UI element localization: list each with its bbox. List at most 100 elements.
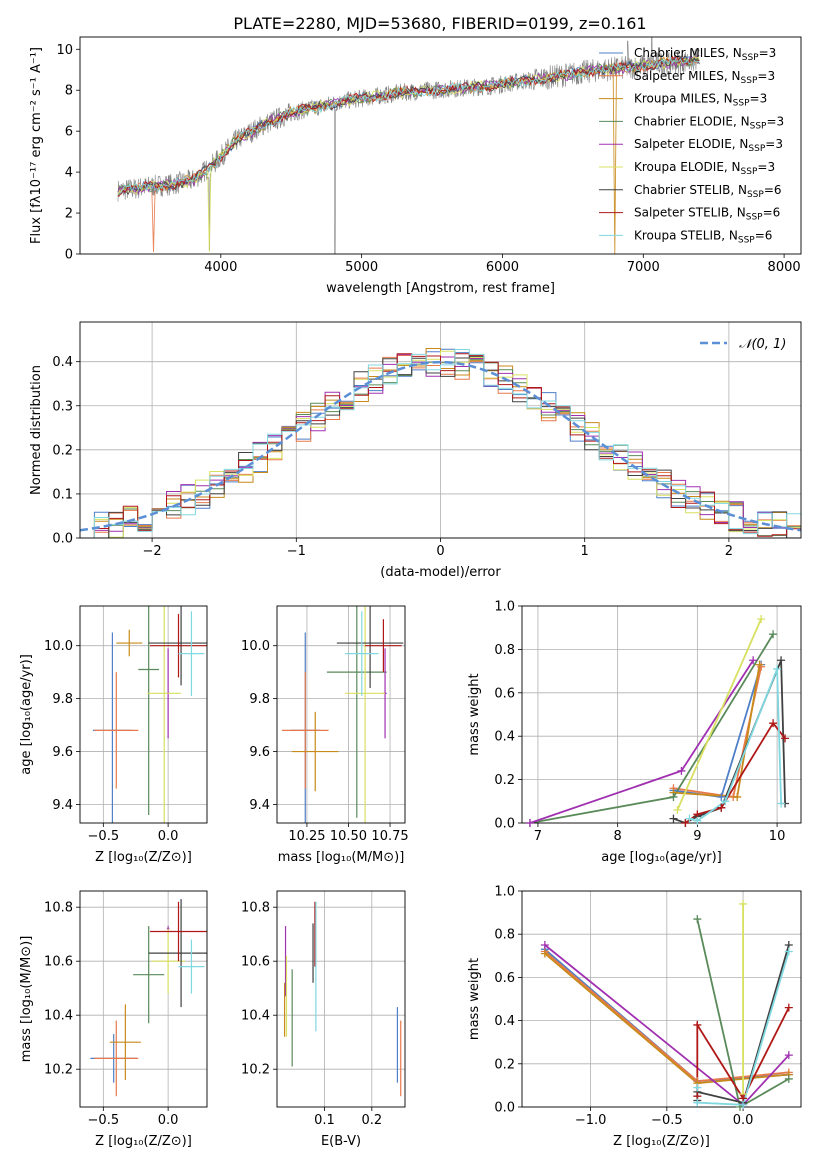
weight-marker — [784, 1003, 793, 1012]
grid — [80, 606, 207, 823]
weight-marker — [777, 656, 786, 665]
y-tick-label: 0.0 — [494, 1101, 515, 1116]
y-axis-label: mass [log₁₀(M/M⊙)] — [19, 936, 34, 1063]
x-axis-label: E(B-V) — [321, 1134, 361, 1149]
y-tick-label: 9.6 — [249, 745, 270, 760]
x-tick-label: −0.5 — [88, 1113, 120, 1128]
age-vs-metallicity-panel: −0.5 0.0 9.4 9.6 9.8 10.0 Z [log₁₀(Z/Z⊙)] age [… — [19, 605, 208, 865]
legend-value: =3 — [765, 137, 783, 151]
x-tick-label: 0.1 — [314, 1113, 335, 1128]
plot-area — [80, 348, 801, 538]
mass-vs-metallicity-panel: −0.5 0.0 10.2 10.4 10.6 10.8 Z [log₁₀(Z/Z⊙)] ma… — [19, 890, 208, 1149]
x-tick-label: 5000 — [345, 260, 378, 275]
y-tick-label: 0.4 — [494, 730, 515, 745]
y-tick-label: 9.8 — [52, 692, 73, 707]
legend-value: =6 — [763, 206, 781, 220]
residual-histogram — [80, 350, 801, 538]
y-tick-label: 10.6 — [44, 955, 73, 970]
weight-marker — [693, 1083, 702, 1092]
legend-subscript: SSP — [741, 167, 758, 177]
y-axis-label: Normed distribution — [29, 365, 44, 495]
legend-value: =6 — [764, 183, 782, 197]
weight-marker — [669, 792, 678, 801]
residuals-panel: −2 −1 0 1 2 0.0 0.1 0.2 0.3 0.4 (data-model)/error… — [29, 321, 802, 580]
weight-marker — [525, 819, 534, 827]
model-spectrum-line — [117, 56, 700, 254]
legend-label: 𝒩(0, 1) — [739, 337, 786, 352]
plot-area — [283, 901, 402, 1097]
y-tick-label: 10.8 — [44, 901, 73, 916]
x-tick-label: 0.0 — [158, 829, 179, 844]
y-tick-label: 6 — [65, 125, 73, 140]
legend-subscript: SSP — [746, 213, 763, 223]
weight-marker — [540, 941, 549, 949]
weight-marker — [681, 819, 690, 827]
weight-marker — [739, 899, 748, 908]
x-axis-label: (data-model)/error — [380, 565, 501, 580]
y-tick-label: 1.0 — [494, 600, 515, 615]
y-axis-label: mass weight — [467, 958, 482, 1040]
weight-marker — [777, 799, 786, 808]
legend-subscript: SSP — [742, 53, 759, 63]
y-tick-label: 10 — [56, 43, 73, 58]
x-tick-label: 0.2 — [361, 1113, 382, 1128]
mass-vs-extinction-panel: 0.1 0.2 10.2 10.4 10.6 10.8 E(B-V) — [241, 890, 406, 1149]
legend-value: =6 — [755, 228, 773, 242]
axes-frame — [79, 605, 208, 824]
x-tick-label: −0.5 — [651, 1113, 683, 1128]
x-tick-label: 2 — [725, 544, 733, 559]
legend-label: Kroupa STELIB, NSSP=6 — [634, 228, 772, 245]
x-tick-label: 7 — [534, 829, 542, 844]
weight-line — [689, 668, 782, 822]
weight-marker — [739, 1100, 748, 1109]
x-tick-label: 1 — [581, 544, 589, 559]
legend-value: =3 — [750, 92, 768, 106]
legend-value: =3 — [757, 160, 775, 174]
weight-marker — [784, 1074, 793, 1083]
axes-frame — [79, 890, 208, 1108]
x-tick-label: 0 — [436, 544, 444, 559]
weight-marker — [540, 949, 549, 958]
legend-value: =3 — [759, 46, 777, 60]
y-tick-label: 0.1 — [52, 487, 73, 502]
y-tick-label: 0.2 — [52, 443, 73, 458]
legend-label: Kroupa MILES, NSSP=3 — [634, 92, 767, 109]
x-tick-label: 10.50 — [330, 829, 367, 844]
residuals-legend: 𝒩(0, 1) — [700, 337, 786, 352]
y-tick-label: 0.8 — [494, 928, 515, 943]
weight-marker — [757, 615, 766, 624]
spectrum-panel: 4000 5000 6000 7000 8000 0 2 4 6 8 10 wavelength [A… — [29, 36, 802, 296]
x-tick-label: 0.0 — [733, 1113, 754, 1128]
weight-vs-metallicity-panel: −1.0 −0.5 0.0 0.0 0.2 0.4 0.6 0.8 1.0 Z [log₁₀(Z/… — [467, 885, 802, 1149]
legend-subscript: SSP — [750, 121, 767, 131]
y-tick-label: 10.4 — [241, 1009, 270, 1024]
weight-line — [673, 659, 786, 823]
y-tick-label: 0.3 — [52, 399, 73, 414]
weight-line — [676, 618, 762, 811]
weight-marker — [717, 803, 726, 812]
y-axis-label: mass weight — [467, 673, 482, 755]
x-tick-label: −1 — [287, 544, 306, 559]
weight-marker — [717, 792, 726, 801]
weight-line — [696, 918, 790, 1107]
plot-area — [92, 606, 207, 823]
y-tick-label: 0.4 — [494, 1014, 515, 1029]
x-tick-label: 10.25 — [288, 829, 325, 844]
weight-marker — [685, 814, 694, 823]
y-tick-label: 10.6 — [241, 955, 270, 970]
legend-label: Chabrier STELIB, NSSP=6 — [634, 183, 782, 200]
legend-label: Salpeter ELODIE, NSSP=3 — [634, 137, 783, 154]
plot-area — [281, 606, 404, 823]
spectrum-legend: Chabrier MILES, NSSP=3 Salpeter MILES, NS… — [599, 46, 784, 245]
x-tick-label: 8 — [614, 829, 622, 844]
model-spectrum-line — [117, 56, 700, 196]
plot-area — [90, 899, 207, 1097]
y-tick-label: 10.0 — [44, 639, 73, 654]
x-tick-label: −2 — [143, 544, 162, 559]
weight-marker — [769, 630, 778, 639]
model-spectrum-line — [117, 56, 700, 193]
x-axis-label: age [log₁₀(age/yr)] — [601, 850, 722, 865]
weight-marker — [773, 664, 782, 673]
x-tick-label: 7000 — [627, 260, 660, 275]
y-tick-label: 0.8 — [494, 643, 515, 658]
